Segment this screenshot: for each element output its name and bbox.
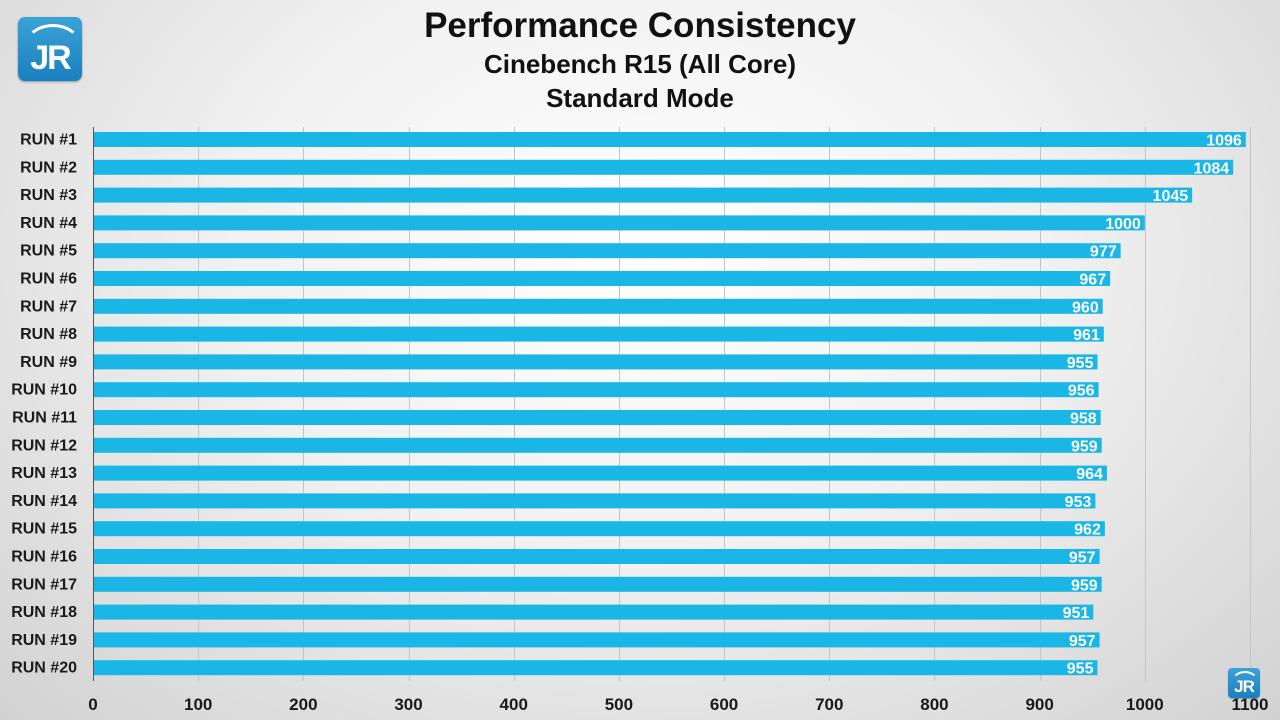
category-label: RUN #12 bbox=[11, 437, 77, 454]
data-label: 958 bbox=[1070, 411, 1097, 428]
data-label: 964 bbox=[1076, 466, 1103, 483]
category-label: RUN #15 bbox=[11, 521, 77, 538]
x-tick-labels: 0 100 200 300 400 500 600 700 800 900 1000 1100 bbox=[88, 695, 1268, 714]
bar bbox=[94, 660, 1098, 676]
category-label: RUN #8 bbox=[20, 326, 77, 343]
category-label: RUN #10 bbox=[11, 382, 77, 399]
bar bbox=[94, 326, 1104, 342]
data-label: 955 bbox=[1067, 661, 1094, 678]
bar bbox=[94, 410, 1101, 425]
x-tick-label: 500 bbox=[605, 695, 633, 714]
category-label: RUN #7 bbox=[20, 298, 77, 315]
data-label: 1045 bbox=[1153, 188, 1189, 205]
bar bbox=[94, 604, 1094, 620]
category-label: RUN #16 bbox=[11, 549, 77, 566]
data-label: 953 bbox=[1065, 494, 1092, 511]
bar bbox=[94, 159, 1234, 175]
category-label: RUN #5 bbox=[20, 243, 77, 260]
x-tick-label: 200 bbox=[289, 695, 317, 714]
data-label: 960 bbox=[1072, 299, 1099, 316]
data-label: 951 bbox=[1063, 605, 1090, 622]
data-label: 961 bbox=[1073, 327, 1100, 344]
category-label: RUN #6 bbox=[20, 271, 77, 288]
bar bbox=[94, 382, 1099, 398]
bars bbox=[94, 132, 1246, 676]
data-label: 1000 bbox=[1105, 216, 1141, 233]
watermark-text: JR bbox=[1234, 677, 1255, 696]
category-label: RUN #11 bbox=[12, 410, 77, 427]
bar bbox=[94, 632, 1100, 648]
bar bbox=[94, 243, 1121, 259]
data-label: 957 bbox=[1069, 550, 1096, 567]
x-tick-label: 0 bbox=[88, 695, 97, 714]
bar bbox=[94, 521, 1105, 537]
category-label: RUN #9 bbox=[20, 354, 77, 371]
data-label: 977 bbox=[1090, 244, 1117, 261]
category-label: RUN #20 bbox=[11, 660, 77, 677]
x-tick-label: 1000 bbox=[1126, 695, 1164, 714]
category-label: RUN #3 bbox=[20, 187, 77, 204]
chart-subtitle-line-2: Standard Mode bbox=[546, 83, 734, 113]
bar bbox=[94, 215, 1145, 231]
data-label: 957 bbox=[1069, 633, 1096, 650]
category-label: RUN #18 bbox=[11, 604, 77, 621]
category-labels: RUN #1 RUN #2 RUN #3 RUN #4 RUN #5 RUN #6 RUN … bbox=[11, 132, 77, 677]
data-label: 956 bbox=[1068, 383, 1095, 400]
bar bbox=[94, 549, 1100, 564]
bar bbox=[94, 465, 1107, 481]
x-tick-label: 700 bbox=[815, 695, 843, 714]
x-tick-label: 600 bbox=[710, 695, 738, 714]
x-tick-label: 300 bbox=[394, 695, 422, 714]
x-tick-label: 400 bbox=[500, 695, 528, 714]
brand-logo: JR bbox=[18, 17, 82, 81]
logo-arc-icon bbox=[24, 24, 82, 70]
category-label: RUN #2 bbox=[20, 159, 77, 176]
bar bbox=[94, 187, 1193, 203]
bar bbox=[94, 132, 1246, 147]
bar bbox=[94, 576, 1102, 592]
category-label: RUN #4 bbox=[20, 215, 77, 232]
watermark-arc-icon bbox=[1231, 671, 1259, 695]
bar bbox=[94, 437, 1102, 453]
category-label: RUN #1 bbox=[20, 132, 77, 149]
data-label: 955 bbox=[1067, 355, 1094, 372]
bar bbox=[94, 271, 1111, 286]
chart-title: Performance Consistency bbox=[424, 6, 856, 45]
bar bbox=[94, 354, 1098, 370]
x-tick-label: 1100 bbox=[1232, 695, 1269, 714]
x-tick-label: 800 bbox=[920, 695, 948, 714]
data-label: 959 bbox=[1071, 577, 1098, 594]
logo-text: JR bbox=[30, 39, 71, 77]
bar bbox=[94, 493, 1096, 509]
gridlines bbox=[198, 127, 1251, 681]
category-label: RUN #19 bbox=[11, 632, 77, 649]
category-label: RUN #13 bbox=[11, 465, 77, 482]
data-label: 1084 bbox=[1194, 160, 1230, 177]
watermark-logo: JR bbox=[1228, 668, 1260, 698]
category-label: RUN #17 bbox=[11, 576, 77, 593]
chart-subtitle-line-1: Cinebench R15 (All Core) bbox=[483, 49, 797, 79]
x-tick-label: 100 bbox=[184, 695, 212, 714]
data-labels: 1096 1084 1045 1000 977 967 960 961 955 956 958 959… bbox=[1063, 133, 1242, 678]
data-label: 1096 bbox=[1206, 133, 1242, 150]
x-tick-label: 900 bbox=[1025, 695, 1053, 714]
data-label: 962 bbox=[1074, 522, 1101, 539]
category-label: RUN #14 bbox=[11, 493, 77, 510]
data-label: 967 bbox=[1079, 272, 1106, 289]
data-label: 959 bbox=[1071, 438, 1098, 455]
bar bbox=[94, 298, 1103, 314]
